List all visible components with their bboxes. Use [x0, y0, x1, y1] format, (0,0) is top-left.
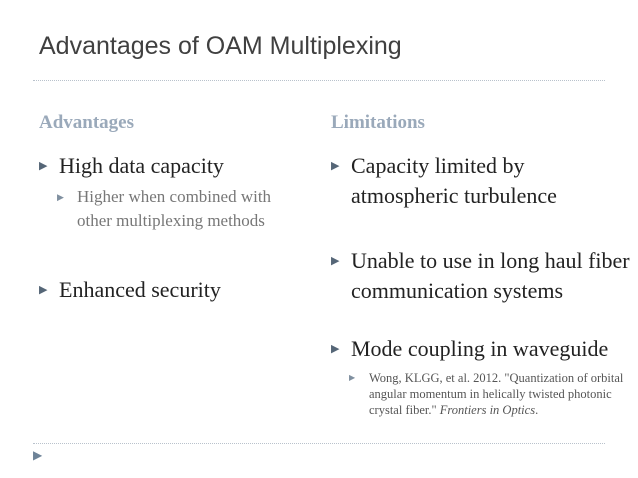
advantage-high-capacity: High data capacity — [59, 153, 224, 178]
list-item: ▶ Unable to use in long haul fiber commu… — [331, 246, 631, 306]
limitation-turbulence: Capacity limited by atmospheric turbulen… — [351, 153, 557, 208]
limitation-long-haul: Unable to use in long haul fiber communi… — [351, 248, 630, 303]
sub-list-item: ▶ Higher when combined with other multip… — [39, 185, 299, 233]
limitation-mode-coupling: Mode coupling in waveguide — [351, 336, 609, 361]
reference-journal: Frontiers in Optics — [439, 403, 536, 417]
reference-tail: . — [535, 403, 539, 417]
slide-title: Advantages of OAM Multiplexing — [39, 32, 402, 60]
title-divider — [33, 80, 605, 81]
bullet-arrow-icon: ▶ — [39, 284, 48, 296]
sub-bullet-arrow-icon: ▶ — [57, 192, 64, 202]
reference-item: ▶ Wong, KLGG, et al. 2012. "Quantization… — [331, 370, 631, 418]
footer-divider — [33, 443, 605, 444]
list-item: ▶ Enhanced security — [39, 275, 299, 305]
list-item: ▶ High data capacity — [39, 151, 299, 181]
bullet-arrow-icon: ▶ — [331, 255, 340, 267]
slide-nav-arrow-icon[interactable]: ▶ — [33, 448, 43, 462]
advantage-enhanced-security: Enhanced security — [59, 277, 221, 302]
limitations-column: ▶ Capacity limited by atmospheric turbul… — [331, 151, 631, 418]
reference-text: Wong, KLGG, et al. 2012. "Quantization o… — [369, 371, 624, 417]
advantages-column: ▶ High data capacity ▶ Higher when combi… — [39, 151, 299, 305]
list-item: ▶ Capacity limited by atmospheric turbul… — [331, 151, 631, 211]
bullet-arrow-icon: ▶ — [331, 343, 340, 355]
advantage-high-capacity-detail: Higher when combined with other multiple… — [77, 187, 272, 230]
bullet-arrow-icon: ▶ — [39, 160, 48, 172]
limitations-heading: Limitations — [331, 112, 425, 133]
advantages-heading: Advantages — [39, 112, 135, 133]
list-item: ▶ Mode coupling in waveguide — [331, 334, 631, 364]
bullet-arrow-icon: ▶ — [331, 160, 340, 172]
sub-bullet-arrow-icon: ▶ — [349, 373, 356, 382]
